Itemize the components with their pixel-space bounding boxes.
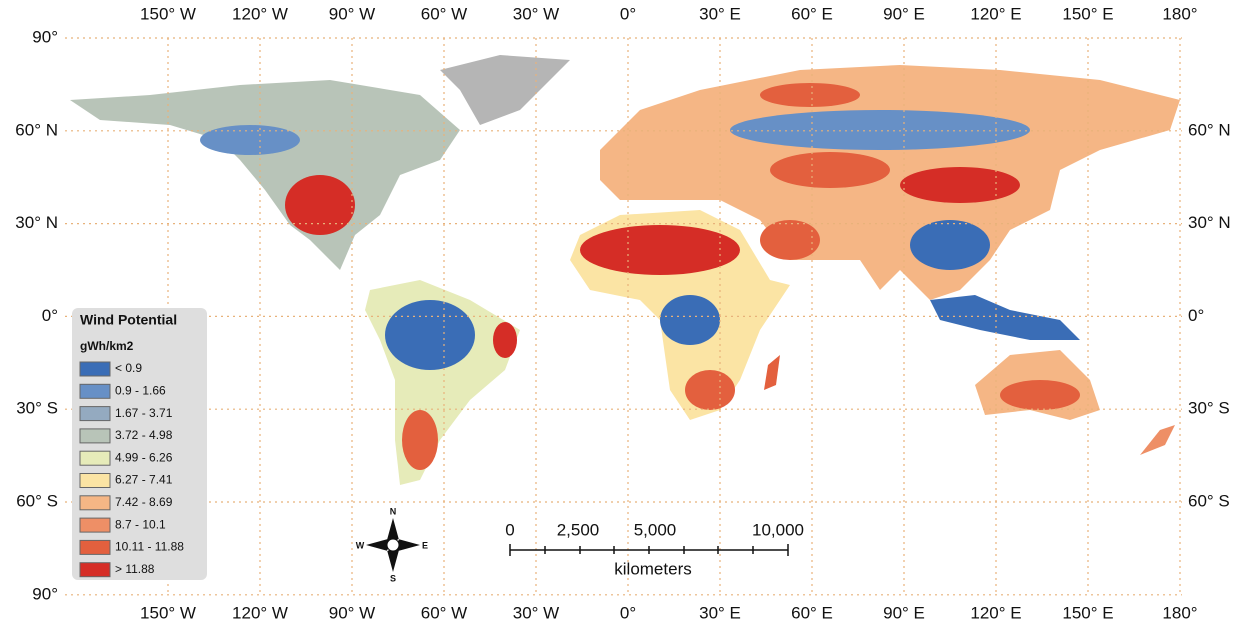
lat-label-left: 90° bbox=[32, 584, 58, 603]
lon-label-bottom: 120° W bbox=[232, 603, 288, 622]
lon-label-top: 120° E bbox=[970, 4, 1021, 23]
legend-swatch bbox=[79, 361, 111, 377]
lon-label-top: 0° bbox=[620, 4, 636, 23]
lat-label-left: 30° N bbox=[15, 213, 58, 232]
lat-label-left: 90° bbox=[32, 27, 58, 46]
legend-label: 3.72 - 4.98 bbox=[115, 428, 173, 442]
lon-label-top: 120° W bbox=[232, 4, 288, 23]
legend-label: > 11.88 bbox=[115, 562, 155, 576]
lon-label-bottom: 0° bbox=[620, 603, 636, 622]
lon-label-bottom: 90° E bbox=[883, 603, 925, 622]
legend-swatch bbox=[79, 539, 111, 555]
region-low bbox=[660, 295, 720, 345]
scale-label: 2,500 bbox=[557, 520, 600, 539]
legend: Wind Potential gWh/km2 < 0.9 0.9 - 1.66 1.… bbox=[72, 308, 207, 580]
coordinate-labels: 150° W 150° W 120° W 120° W 90° W 90° W 60° W 6… bbox=[15, 4, 1230, 622]
region-low bbox=[385, 300, 475, 370]
compass-e: E bbox=[422, 540, 428, 550]
lon-label-bottom: 60° E bbox=[791, 603, 833, 622]
legend-label: 4.99 - 6.26 bbox=[115, 450, 173, 464]
lon-label-top: 60° E bbox=[791, 4, 833, 23]
lat-label-right: 30° S bbox=[1188, 399, 1230, 418]
legend-entries: < 0.9 0.9 - 1.66 1.67 - 3.71 3.72 - 4.98 4.9… bbox=[79, 361, 184, 578]
region-high bbox=[580, 225, 740, 275]
land bbox=[70, 55, 1180, 485]
lon-label-top: 180° bbox=[1162, 4, 1197, 23]
lon-label-bottom: 120° E bbox=[970, 603, 1021, 622]
lat-label-left: 30° S bbox=[16, 399, 58, 418]
legend-swatch bbox=[79, 495, 111, 511]
scale-labels: 0 2,500 5,000 10,000 bbox=[505, 520, 804, 539]
legend-label: 1.67 - 3.71 bbox=[115, 406, 173, 420]
legend-swatch bbox=[79, 406, 111, 422]
legend-label: 7.42 - 8.69 bbox=[115, 495, 173, 509]
lon-label-bottom: 30° W bbox=[513, 603, 559, 622]
legend-label: < 0.9 bbox=[115, 361, 142, 375]
legend-unit: gWh/km2 bbox=[80, 339, 134, 353]
scale-label: 10,000 bbox=[752, 520, 804, 539]
lon-label-bottom: 90° W bbox=[329, 603, 375, 622]
lat-label-right: 30° N bbox=[1188, 213, 1231, 232]
madagascar bbox=[764, 355, 780, 390]
region-high bbox=[685, 370, 735, 410]
lon-label-bottom: 150° E bbox=[1062, 603, 1113, 622]
region-high bbox=[285, 175, 355, 235]
region-high bbox=[760, 83, 860, 107]
legend-label: 0.9 - 1.66 bbox=[115, 383, 166, 397]
indonesia bbox=[930, 295, 1080, 340]
lon-label-top: 30° W bbox=[513, 4, 559, 23]
scale-unit: kilometers bbox=[614, 559, 691, 578]
lon-label-bottom: 150° W bbox=[140, 603, 196, 622]
region-high bbox=[770, 152, 890, 188]
legend-label: 8.7 - 10.1 bbox=[115, 517, 166, 531]
legend-swatch bbox=[79, 473, 111, 488]
legend-swatch bbox=[79, 562, 111, 578]
legend-title: Wind Potential bbox=[80, 312, 177, 328]
lat-label-left: 0° bbox=[42, 306, 58, 325]
region-low bbox=[910, 220, 990, 270]
compass-w: W bbox=[356, 540, 365, 550]
legend-swatch bbox=[79, 517, 111, 533]
region-high bbox=[760, 220, 820, 260]
lon-label-top: 150° E bbox=[1062, 4, 1113, 23]
lon-label-top: 30° E bbox=[699, 4, 741, 23]
north-america bbox=[70, 80, 460, 270]
lon-label-bottom: 30° E bbox=[699, 603, 741, 622]
lat-label-right: 0° bbox=[1188, 306, 1204, 325]
graticule bbox=[65, 37, 1182, 596]
lon-label-top: 90° W bbox=[329, 4, 375, 23]
region-high bbox=[1000, 380, 1080, 410]
legend-label: 10.11 - 11.88 bbox=[115, 540, 184, 554]
region-high bbox=[402, 410, 438, 470]
compass: N S E W bbox=[356, 506, 428, 583]
lat-label-right: 60° S bbox=[1188, 491, 1230, 510]
legend-label: 6.27 - 7.41 bbox=[115, 473, 173, 487]
legend-swatch bbox=[79, 428, 111, 444]
new-zealand bbox=[1140, 425, 1175, 455]
lat-label-left: 60° S bbox=[16, 491, 58, 510]
lon-label-bottom: 60° W bbox=[421, 603, 467, 622]
region-high bbox=[493, 322, 517, 358]
lon-label-top: 90° E bbox=[883, 4, 925, 23]
scale-bar: 0 2,500 5,000 10,000 kilometers bbox=[505, 520, 804, 578]
lon-label-top: 150° W bbox=[140, 4, 196, 23]
scale-label: 0 bbox=[505, 520, 514, 539]
scale-label: 5,000 bbox=[634, 520, 677, 539]
scale-line bbox=[509, 544, 789, 556]
compass-center bbox=[386, 538, 400, 552]
region-high bbox=[900, 167, 1020, 203]
region-low bbox=[730, 110, 1030, 150]
lon-label-bottom: 180° bbox=[1162, 603, 1197, 622]
lat-label-right: 60° N bbox=[1188, 120, 1231, 139]
lon-label-top: 60° W bbox=[421, 4, 467, 23]
compass-s: S bbox=[390, 573, 396, 583]
legend-swatch bbox=[79, 383, 111, 399]
lat-label-left: 60° N bbox=[15, 120, 58, 139]
legend-swatch bbox=[79, 450, 111, 466]
region-low bbox=[200, 125, 300, 155]
greenland bbox=[440, 55, 570, 125]
compass-n: N bbox=[390, 506, 397, 516]
